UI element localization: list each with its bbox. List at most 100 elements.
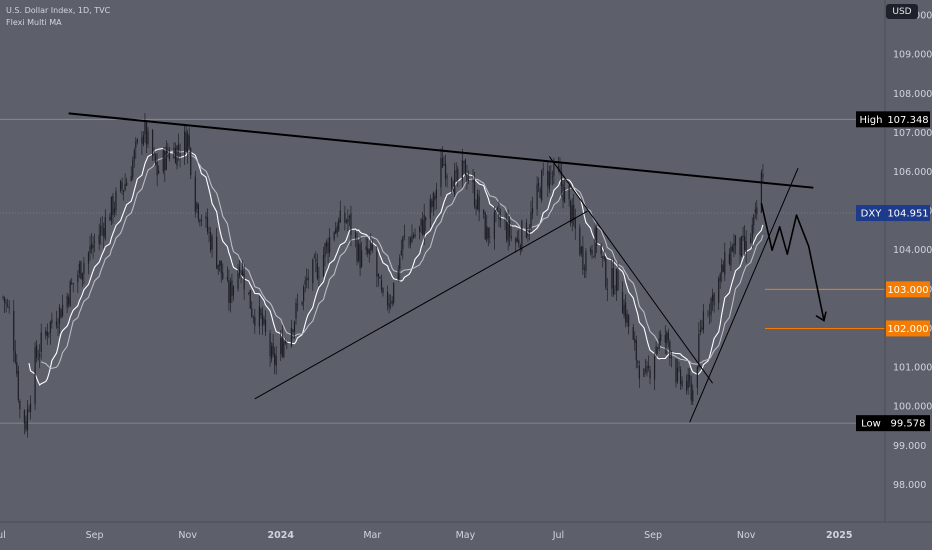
candle-body (90, 243, 93, 250)
forecast-path (760, 203, 825, 321)
candle-body (425, 217, 427, 221)
dxy-label-text: DXY (861, 209, 883, 220)
candle-body (400, 250, 402, 255)
candle-body (411, 235, 413, 243)
candle-body (162, 150, 164, 172)
candle-body (367, 248, 369, 254)
candle-body (707, 313, 709, 315)
candle-body (39, 354, 41, 357)
candle-body (614, 292, 616, 294)
candle-body (451, 178, 453, 188)
candle-body (643, 368, 645, 377)
candle-body (333, 232, 335, 240)
candle-body (647, 365, 650, 368)
candle-body (687, 374, 689, 389)
candle-body (484, 212, 486, 240)
candle-body (136, 139, 138, 143)
candle-body (585, 251, 587, 272)
candle-body (57, 326, 59, 328)
high-value-text: 107.348 (887, 115, 928, 126)
candle-body (81, 272, 84, 280)
candle-body (133, 150, 135, 161)
candle-body (185, 132, 187, 152)
candle-body (420, 218, 422, 227)
candle-body (382, 288, 384, 293)
candle-body (655, 346, 657, 355)
candle-body (280, 338, 282, 354)
candle-body (40, 332, 42, 353)
price-axis-background[interactable] (885, 0, 932, 522)
candle-body (547, 170, 549, 187)
low-label-box (856, 415, 886, 432)
candle-body (463, 161, 465, 163)
indicator-title[interactable]: Flexi Multi MA (6, 18, 62, 27)
candle-body (377, 273, 380, 277)
candle-body (34, 347, 36, 405)
candle-body (446, 176, 448, 178)
low-value-box (886, 415, 930, 432)
candle-body (208, 232, 210, 233)
candle-body (557, 165, 560, 168)
candle-body (51, 319, 53, 324)
x-tick-label: Jul (0, 530, 6, 541)
ascending-support-line (254, 210, 588, 400)
y-tick-label: 106.000 (893, 167, 932, 178)
symbol-title[interactable]: U.S. Dollar Index, 1D, TVC (6, 6, 111, 15)
candle-body (635, 340, 637, 361)
candle-body (679, 369, 682, 384)
candle-body (409, 238, 412, 245)
candle-body (237, 270, 239, 289)
candle-body (71, 282, 73, 284)
candle-body (260, 309, 262, 316)
candle-body (475, 205, 477, 210)
plot-area[interactable] (0, 0, 885, 522)
candle-body (17, 370, 19, 401)
candle-body (605, 258, 607, 288)
candle-body (177, 144, 180, 151)
candle-body (194, 176, 196, 212)
plot-background (0, 0, 885, 522)
candle-body (315, 259, 317, 262)
candle-body (473, 180, 476, 207)
candle-body (539, 188, 541, 198)
candle-body (296, 304, 299, 306)
candle-body (507, 220, 509, 242)
candle-body (286, 343, 288, 344)
candle-body (155, 154, 157, 165)
chart-legend: U.S. Dollar Index, 1D, TVC Flexi Multi M… (6, 5, 110, 29)
candle-body (617, 270, 619, 291)
candle-body (290, 327, 293, 346)
candle-body (399, 257, 401, 270)
candle-body (591, 249, 593, 255)
candle-body (548, 171, 550, 189)
candle-body (600, 244, 602, 255)
time-axis-background[interactable] (0, 522, 932, 550)
time-axis[interactable]: Jul Sep Nov 2024 Mar May Jul Sep Nov 2025 (0, 530, 852, 541)
candle-body (66, 296, 68, 308)
candle-body (455, 170, 457, 172)
candle-body (188, 135, 190, 147)
candle-body (316, 263, 318, 279)
candle-body (612, 268, 615, 295)
candle-body (324, 243, 326, 257)
candle-body (46, 331, 48, 337)
candle-body (93, 241, 96, 243)
candle-body (338, 219, 340, 231)
candle-body (141, 137, 143, 144)
candle-body (724, 252, 726, 275)
candle-body (145, 121, 148, 145)
candle-body (423, 215, 425, 235)
currency-button[interactable]: USD (886, 4, 918, 19)
candle-body (307, 277, 309, 281)
candle-body (505, 221, 508, 240)
candle-body (313, 256, 315, 258)
candle-body (466, 173, 468, 182)
candle-body (173, 147, 175, 159)
candle-body (667, 332, 669, 341)
candle-body (422, 220, 424, 235)
candle-body (370, 243, 372, 251)
candle-body (179, 153, 181, 156)
candle-body (750, 237, 752, 243)
y-tick-label: 104.000 (893, 245, 932, 256)
